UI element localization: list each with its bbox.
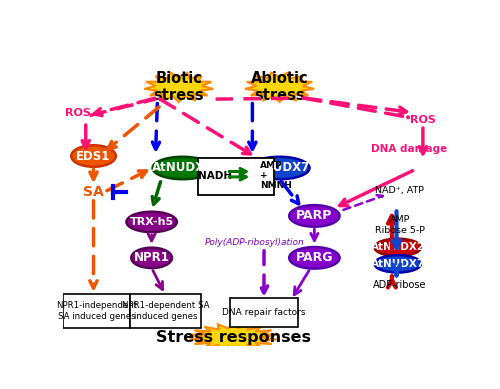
Text: AtNUDX7: AtNUDX7	[249, 161, 310, 175]
Text: NPR1-dependent SA
induced genes: NPR1-dependent SA induced genes	[122, 301, 209, 321]
Text: ROS: ROS	[410, 115, 436, 125]
Ellipse shape	[374, 255, 421, 273]
Text: SA: SA	[83, 185, 104, 199]
Ellipse shape	[152, 157, 212, 179]
Text: Poly(ADP-ribosyl)ation: Poly(ADP-ribosyl)ation	[204, 238, 304, 247]
Text: Biotic
stress: Biotic stress	[154, 71, 204, 103]
Ellipse shape	[289, 247, 340, 269]
Text: NPR1: NPR1	[134, 251, 170, 265]
Text: EDS1: EDS1	[76, 149, 110, 163]
Text: ROS: ROS	[65, 108, 91, 117]
Text: AtNUDX2: AtNUDX2	[370, 242, 425, 252]
Text: PARP: PARP	[296, 209, 333, 223]
Text: AMP
+
NMNH: AMP + NMNH	[260, 161, 292, 191]
Text: Abiotic
stress: Abiotic stress	[250, 71, 308, 103]
Polygon shape	[144, 73, 214, 102]
FancyBboxPatch shape	[230, 298, 298, 327]
Ellipse shape	[250, 157, 310, 179]
Text: AMP
Ribose 5-P: AMP Ribose 5-P	[374, 215, 424, 235]
Text: DNA damage: DNA damage	[371, 144, 448, 154]
Ellipse shape	[71, 145, 116, 167]
Text: NPR1-independent
SA induced genes: NPR1-independent SA induced genes	[56, 301, 137, 321]
Text: AtNUDX6: AtNUDX6	[152, 161, 214, 175]
Text: NADH: NADH	[198, 171, 232, 181]
Ellipse shape	[374, 239, 421, 256]
Ellipse shape	[132, 248, 172, 268]
FancyBboxPatch shape	[62, 294, 130, 328]
Text: DNA repair factors: DNA repair factors	[222, 308, 306, 317]
Text: TRX-h5: TRX-h5	[130, 217, 174, 227]
FancyBboxPatch shape	[130, 294, 201, 328]
Text: Stress responses: Stress responses	[156, 330, 310, 345]
FancyBboxPatch shape	[198, 158, 274, 195]
Polygon shape	[245, 73, 314, 102]
Text: PARG: PARG	[296, 251, 333, 265]
Text: NAD⁺, ATP: NAD⁺, ATP	[375, 186, 424, 195]
Text: AtNUDX7: AtNUDX7	[370, 259, 425, 269]
Polygon shape	[189, 323, 277, 351]
Ellipse shape	[289, 205, 340, 227]
Text: ADP-ribose: ADP-ribose	[373, 280, 426, 290]
Ellipse shape	[126, 212, 177, 232]
